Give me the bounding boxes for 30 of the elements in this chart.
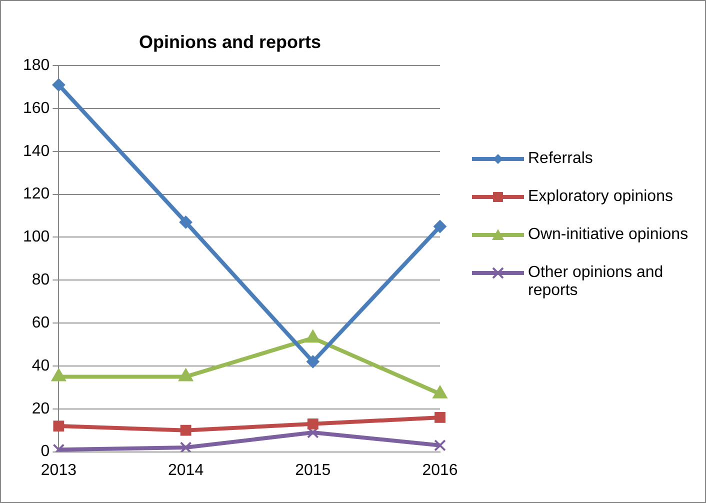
- point: [434, 439, 446, 452]
- point: [434, 412, 446, 423]
- legend-label: Own-initiative opinions: [528, 226, 688, 244]
- legend-label: Other opinions and reports: [528, 264, 664, 300]
- point: [180, 442, 192, 452]
- x-tick-label: 2016: [422, 462, 458, 479]
- legend-label: Exploratory opinions: [528, 188, 673, 206]
- y-tick-label: 120: [22, 186, 50, 203]
- point: [52, 78, 66, 92]
- x-tick-label: 2013: [40, 462, 77, 479]
- y-tick-label: 60: [32, 314, 50, 332]
- point: [180, 424, 192, 436]
- y-tick-label: 40: [32, 357, 50, 374]
- y-tick-label: 100: [22, 228, 50, 246]
- point: [53, 420, 64, 432]
- point: [434, 220, 446, 234]
- x-tick-label: 2014: [168, 462, 204, 479]
- point: [307, 418, 318, 430]
- point: [179, 216, 192, 229]
- point: [306, 426, 319, 438]
- y-tick-label: 180: [22, 57, 50, 74]
- y-tick-label: 20: [32, 400, 50, 418]
- x-tick-label: 2015: [295, 462, 331, 479]
- point: [306, 355, 320, 368]
- y-tick-label: 160: [22, 100, 50, 117]
- y-tick-label: 140: [22, 142, 50, 160]
- legend-label: Referrals: [528, 150, 593, 168]
- chart-title: Opinions and reports: [138, 32, 322, 52]
- y-tick-label: 0: [40, 443, 50, 460]
- y-tick-label: 80: [32, 272, 50, 289]
